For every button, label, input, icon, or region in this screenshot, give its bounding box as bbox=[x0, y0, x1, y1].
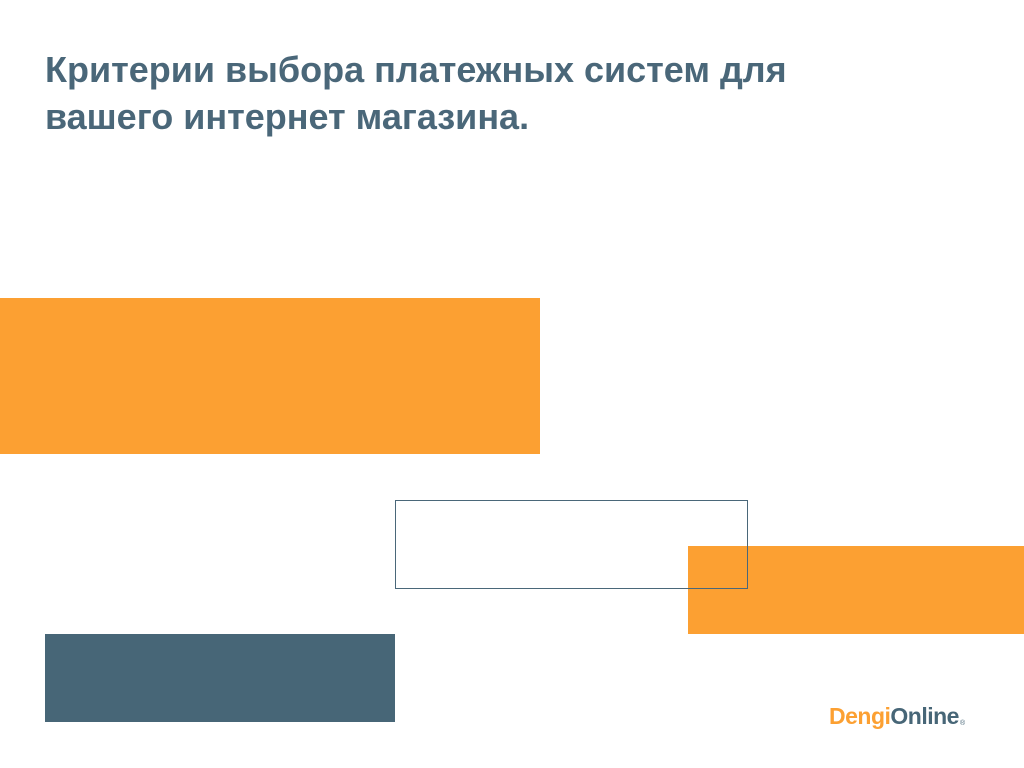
slide-title: Критерии выбора платежных систем для ваш… bbox=[45, 46, 945, 140]
slide-title-line-2: вашего интернет магазина. bbox=[45, 96, 530, 137]
dengionline-logo: DengiOnline® bbox=[829, 700, 965, 732]
outlined-rectangle bbox=[395, 500, 748, 589]
registered-mark: ® bbox=[959, 720, 965, 727]
orange-block-large bbox=[0, 298, 540, 454]
slate-block bbox=[45, 634, 395, 722]
orange-block-small bbox=[688, 546, 1024, 634]
slide-title-line-1: Критерии выбора платежных систем для bbox=[45, 49, 787, 90]
logo-text-dengi: Dengi bbox=[829, 703, 891, 729]
logo-text-online: Online bbox=[890, 703, 959, 729]
